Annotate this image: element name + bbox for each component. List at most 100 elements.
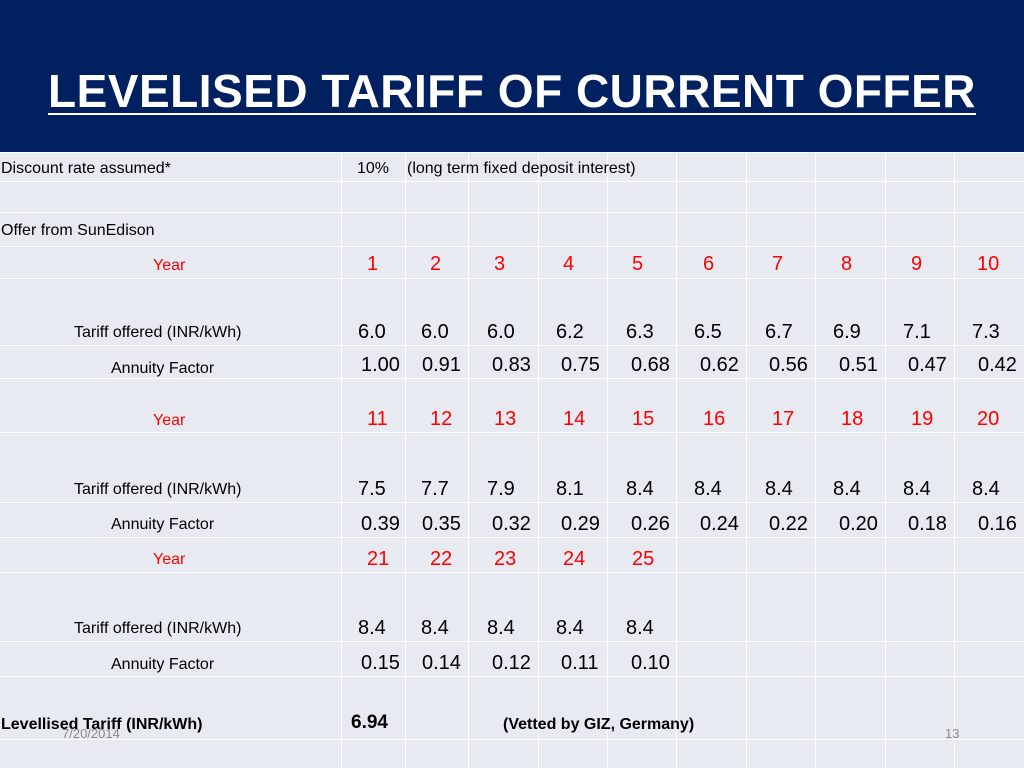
annuity-cell: 0.26 (631, 513, 670, 535)
grid-col-line (341, 152, 342, 768)
annuity-cell: 0.11 (561, 652, 599, 674)
annuity-cell: 0.32 (492, 513, 531, 535)
tariff-cell: 7.5 (358, 478, 386, 500)
annuity-cell: 0.10 (631, 652, 670, 674)
annuity-cell: 0.29 (561, 513, 600, 535)
annuity-cell: 0.16 (978, 513, 1017, 535)
tariff-cell: 6.0 (358, 321, 386, 343)
year-cell: 9 (911, 253, 923, 275)
annuity-cell: 0.75 (561, 354, 600, 376)
tariff-cell: 6.0 (421, 321, 449, 343)
annuity-cell: 0.91 (422, 354, 461, 376)
grid-row-line (0, 537, 1024, 538)
year-cell: 11 (367, 408, 388, 430)
annuity-label-1: Annuity Factor (111, 360, 215, 377)
grid-row-line (0, 246, 1024, 247)
discount-rate-value: 10% (357, 160, 390, 177)
year-cell: 19 (911, 408, 934, 430)
tariff-cell: 6.5 (694, 321, 722, 343)
annuity-cell: 0.22 (769, 513, 808, 535)
year-cell: 15 (632, 408, 655, 430)
grid-row-line (0, 212, 1024, 213)
grid-row-line (0, 676, 1024, 677)
tariff-cell: 8.4 (556, 617, 584, 639)
annuity-cell: 0.47 (908, 354, 947, 376)
grid-col-line (607, 152, 608, 768)
year-cell: 14 (563, 408, 586, 430)
tariff-cell: 7.9 (487, 478, 515, 500)
year-cell: 24 (563, 548, 586, 570)
annuity-cell: 0.20 (839, 513, 878, 535)
grid-row-line (0, 502, 1024, 503)
tariff-cell: 7.1 (903, 321, 931, 343)
tariff-cell: 6.3 (626, 321, 654, 343)
annuity-cell: 0.24 (700, 513, 739, 535)
tariff-cell: 8.4 (903, 478, 931, 500)
discount-rate-label: Discount rate assumed* (1, 160, 171, 177)
tariff-label-2: Tariff offered (INR/kWh) (74, 481, 242, 498)
grid-col-line (954, 152, 955, 768)
levelised-tariff-value: 6.94 (351, 712, 388, 733)
vetted-note: (Vetted by GIZ, Germany) (503, 716, 695, 733)
grid-col-line (746, 152, 747, 768)
year-cell: 22 (430, 548, 453, 570)
tariff-cell: 8.4 (487, 617, 515, 639)
annuity-cell: 0.12 (492, 652, 531, 674)
tariff-cell: 8.4 (358, 617, 386, 639)
year-cell: 7 (772, 253, 784, 275)
year-cell: 21 (367, 548, 390, 570)
tariff-cell: 8.4 (833, 478, 861, 500)
annuity-cell: 0.14 (422, 652, 461, 674)
page-number: 13 (945, 726, 960, 741)
grid-col-line (468, 152, 469, 768)
year-cell: 13 (494, 408, 517, 430)
tariff-cell: 6.0 (487, 321, 515, 343)
annuity-cell: 0.39 (361, 513, 400, 535)
grid-row-line (0, 572, 1024, 573)
tariff-cell: 6.9 (833, 321, 861, 343)
year-cell: 6 (703, 253, 715, 275)
annuity-cell: 0.42 (978, 354, 1017, 376)
grid-row-line (0, 432, 1024, 433)
year-label-1: Year (153, 257, 186, 274)
tariff-cell: 8.4 (694, 478, 722, 500)
slide-title: LEVELISED TARIFF OF CURRENT OFFER (48, 65, 976, 117)
year-cell: 25 (632, 548, 655, 570)
year-cell: 8 (841, 253, 853, 275)
year-label-2: Year (153, 412, 186, 429)
annuity-cell: 0.35 (422, 513, 461, 535)
discount-rate-note: (long term fixed deposit interest) (407, 160, 636, 177)
tariff-label-3: Tariff offered (INR/kWh) (74, 620, 242, 637)
year-cell: 18 (841, 408, 864, 430)
tariff-cell: 6.7 (765, 321, 793, 343)
title-banner: LEVELISED TARIFF OF CURRENT OFFER (0, 0, 1024, 152)
annuity-cell: 0.68 (631, 354, 670, 376)
annuity-cell: 0.56 (769, 354, 808, 376)
year-cell: 4 (563, 253, 575, 275)
levelised-tariff-label: Levellised Tariff (INR/kWh) (1, 716, 203, 733)
tariff-cell: 8.4 (765, 478, 793, 500)
annuity-label-3: Annuity Factor (111, 656, 215, 673)
annuity-cell: 0.18 (908, 513, 947, 535)
year-cell: 17 (772, 408, 795, 430)
annuity-cell: 0.62 (700, 354, 739, 376)
tariff-cell: 7.3 (972, 321, 1000, 343)
tariff-cell: 8.4 (626, 478, 654, 500)
tariff-label-1: Tariff offered (INR/kWh) (74, 324, 242, 341)
grid-row-line (0, 345, 1024, 346)
grid-row-line (0, 378, 1024, 379)
grid-row-line (0, 152, 1024, 153)
year-cell: 12 (430, 408, 453, 430)
grid-col-line (405, 152, 406, 768)
year-cell: 16 (703, 408, 726, 430)
year-cell: 1 (367, 253, 379, 275)
annuity-cell: 0.15 (361, 652, 400, 674)
grid-row-line (0, 181, 1024, 182)
tariff-cell: 8.4 (421, 617, 449, 639)
tariff-cell: 8.4 (626, 617, 654, 639)
offer-label: Offer from SunEdison (1, 222, 155, 239)
annuity-cell: 0.51 (839, 354, 878, 376)
year-cell: 2 (430, 253, 442, 275)
year-cell: 5 (632, 253, 644, 275)
grid-row-line (0, 641, 1024, 642)
